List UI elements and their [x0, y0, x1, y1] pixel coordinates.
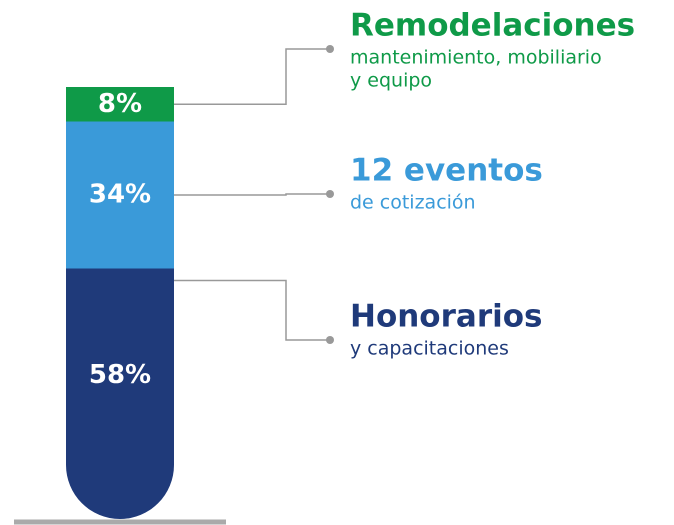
- connector-dot: [326, 45, 334, 53]
- connector-dot: [326, 190, 334, 198]
- legend-name: Remodelaciones: [350, 8, 635, 44]
- segment: [66, 121, 174, 269]
- legend-detail: mantenimiento, mobiliario: [350, 47, 602, 69]
- legend-name: Honorarios: [350, 299, 542, 335]
- connector: [174, 193, 330, 196]
- legend-detail: y equipo: [350, 70, 432, 92]
- value-label: 58%: [89, 360, 151, 390]
- segment: [66, 268, 174, 519]
- legend-detail: y capacitaciones: [350, 338, 509, 360]
- segment: [66, 87, 174, 122]
- value-label: 34%: [89, 180, 151, 210]
- legend-detail: de cotización: [350, 192, 476, 214]
- connector: [174, 48, 330, 106]
- legend-name: 12 eventos: [350, 153, 543, 189]
- value-label: 8%: [98, 89, 142, 119]
- connector-dot: [326, 336, 334, 344]
- connector: [174, 279, 330, 341]
